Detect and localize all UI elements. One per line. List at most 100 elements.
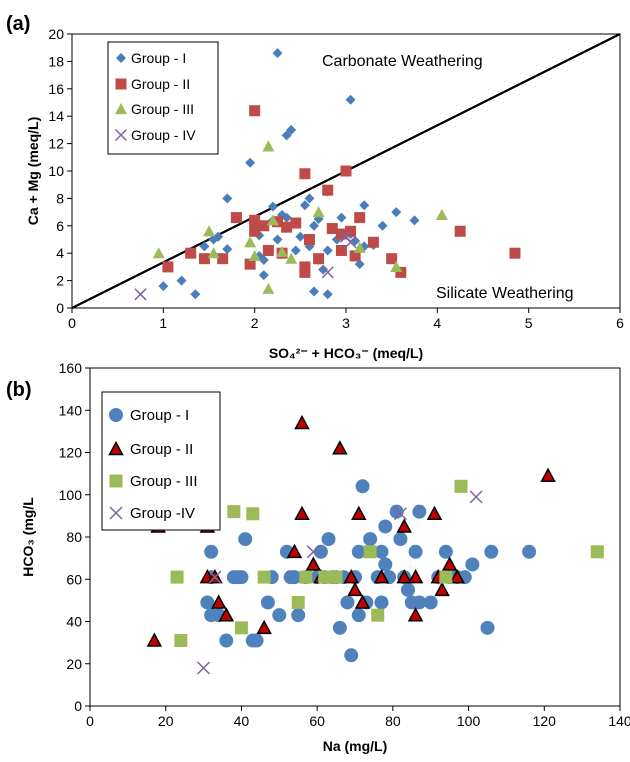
point-group-1 [465, 557, 480, 572]
point-group-2 [286, 543, 303, 559]
panel-b-label: (b) [6, 379, 32, 401]
point-group-2 [396, 569, 412, 584]
y-tick-label: 160 [59, 360, 83, 376]
point-group-1 [281, 212, 292, 223]
x-tick-label: 20 [158, 713, 174, 729]
point-group-2 [258, 220, 270, 232]
x-tick-label: 1 [159, 315, 167, 331]
point-group-3 [246, 507, 260, 521]
point-group-1 [321, 532, 336, 547]
point-group-1 [344, 648, 359, 663]
point-group-1 [393, 532, 408, 547]
point-group-2 [244, 258, 256, 270]
point-group-2 [441, 556, 458, 571]
point-group-3 [234, 621, 248, 635]
legend-marker-group-2 [108, 440, 124, 456]
point-group-1 [354, 259, 365, 270]
point-group-2 [262, 244, 274, 256]
point-group-1 [249, 633, 264, 648]
point-group-1 [355, 479, 370, 494]
panel-a-legend: Group - I Group - II Group - III Group -… [107, 41, 219, 155]
point-group-3 [329, 570, 343, 584]
point-group-2 [509, 247, 521, 259]
point-group-1 [213, 231, 224, 242]
point-group-2 [281, 221, 293, 233]
point-group-1 [260, 595, 275, 610]
point-group-1 [267, 201, 278, 212]
point-group-2 [146, 632, 163, 647]
point-group-1 [389, 504, 404, 519]
point-group-2 [249, 225, 261, 237]
point-group-2 [386, 253, 398, 265]
point-group-2 [218, 607, 235, 622]
point-group-1 [423, 595, 438, 610]
point-group-1 [351, 544, 366, 559]
legend-a-group-4: Group - IV [131, 127, 196, 143]
point-group-3 [285, 252, 298, 264]
point-group-1 [359, 200, 370, 211]
point-group-1 [204, 544, 219, 559]
point-group-3 [207, 247, 220, 259]
panel-b-data-marks [146, 414, 604, 675]
x-tick-label: 0 [86, 713, 94, 729]
point-group-2 [256, 619, 272, 635]
x-tick-label: 2 [251, 315, 259, 331]
point-group-1 [318, 264, 329, 275]
y-tick-label: 14 [48, 108, 64, 124]
legend-marker-group-3 [115, 103, 127, 115]
point-group-2 [198, 253, 210, 265]
point-group-3 [435, 208, 448, 220]
legend-marker-group-4 [109, 506, 123, 520]
y-tick-label: 16 [48, 81, 64, 97]
point-group-2 [395, 266, 407, 278]
annotation-carbonate-weathering: Carbonate Weathering [322, 53, 483, 70]
panel-b-x-axis-label: Na (mg/L) [323, 738, 388, 754]
point-group-1 [484, 544, 499, 559]
point-group-1 [272, 48, 283, 59]
point-group-1 [313, 544, 328, 559]
panel-a-legend-markers [114, 53, 128, 142]
point-group-1 [412, 595, 427, 610]
legend-marker-group-1 [116, 53, 126, 63]
point-group-2 [249, 214, 261, 226]
panel-a-x-axis-label: SO₄²⁻ + HCO₃⁻ (meq/L) [269, 345, 423, 361]
point-group-1 [234, 570, 249, 585]
point-group-2 [335, 244, 347, 256]
y-tick-label: 140 [59, 402, 83, 418]
legend-b-group-2: Group - II [130, 441, 193, 458]
point-group-2 [230, 212, 242, 224]
point-group-1 [322, 289, 333, 300]
legend-b-group-4: Group -IV [130, 505, 195, 522]
point-group-2 [272, 216, 283, 228]
point-group-1 [340, 595, 355, 610]
y-tick-label: 20 [66, 656, 82, 672]
point-group-1 [290, 245, 301, 256]
y-tick-label: 0 [74, 698, 82, 714]
y-tick-label: 20 [48, 26, 64, 42]
point-group-2 [322, 184, 334, 196]
point-group-2 [162, 261, 174, 273]
point-group-1 [401, 582, 415, 597]
x-tick-label: 100 [457, 713, 481, 729]
legend-b-group-1: Group - I [130, 407, 189, 424]
point-group-1 [258, 270, 269, 281]
y-tick-label: 10 [48, 163, 64, 179]
y-tick-label: 4 [56, 245, 64, 261]
point-group-1 [322, 245, 333, 256]
point-group-1 [295, 231, 306, 242]
legend-marker-group-3 [109, 474, 123, 488]
point-group-3 [318, 570, 332, 584]
point-group-4 [197, 661, 211, 675]
point-group-1 [158, 281, 169, 292]
point-group-1 [190, 289, 201, 300]
panel-a-data-marks [134, 48, 521, 301]
point-group-1 [199, 241, 210, 252]
point-group-2 [340, 165, 352, 177]
legend-a-group-3: Group - III [131, 101, 194, 117]
point-group-4 [134, 288, 147, 301]
point-group-1 [374, 544, 389, 559]
point-group-1 [374, 595, 389, 610]
point-group-4 [339, 230, 353, 243]
